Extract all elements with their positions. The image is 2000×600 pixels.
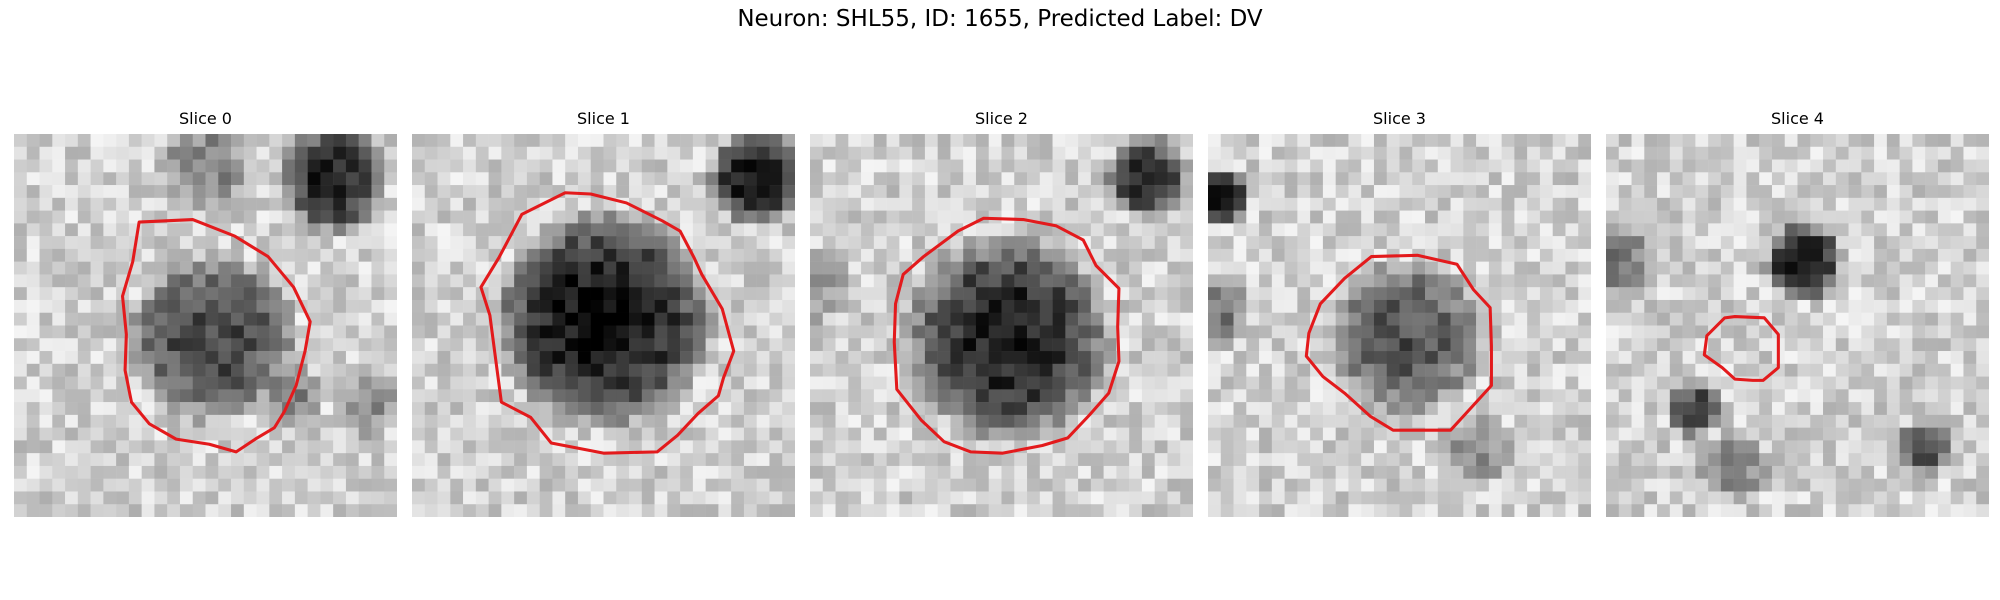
slice-0-image — [14, 134, 397, 517]
slice-1-pixels — [412, 134, 795, 517]
panel-title-slice-4: Slice 4 — [1771, 109, 1824, 128]
slice-0-contour — [120, 218, 312, 454]
slice-2-contour — [892, 216, 1121, 455]
panel-slice-4 — [1606, 134, 1989, 517]
figure-title: Neuron: SHL55, ID: 1655, Predicted Label… — [737, 6, 1263, 32]
panel-slice-3 — [1208, 134, 1591, 517]
slice-4-contour — [1702, 315, 1780, 382]
panel-slice-2 — [810, 134, 1193, 517]
slice-1-image — [412, 134, 795, 517]
panel-slice-0 — [14, 134, 397, 517]
panel-title-slice-3: Slice 3 — [1373, 109, 1426, 128]
slice-3-contour — [1304, 253, 1493, 432]
slice-2-pixels — [810, 134, 1193, 517]
panel-title-slice-2: Slice 2 — [975, 109, 1028, 128]
slice-1-contour — [479, 191, 736, 455]
slice-2-image — [810, 134, 1193, 517]
panel-slice-1 — [412, 134, 795, 517]
slice-0-pixels — [14, 134, 397, 517]
slice-3-pixels — [1208, 134, 1591, 517]
panel-title-slice-1: Slice 1 — [577, 109, 630, 128]
slice-3-image — [1208, 134, 1591, 517]
slice-4-pixels — [1606, 134, 1989, 517]
panel-title-slice-0: Slice 0 — [179, 109, 232, 128]
slice-4-image — [1606, 134, 1989, 517]
